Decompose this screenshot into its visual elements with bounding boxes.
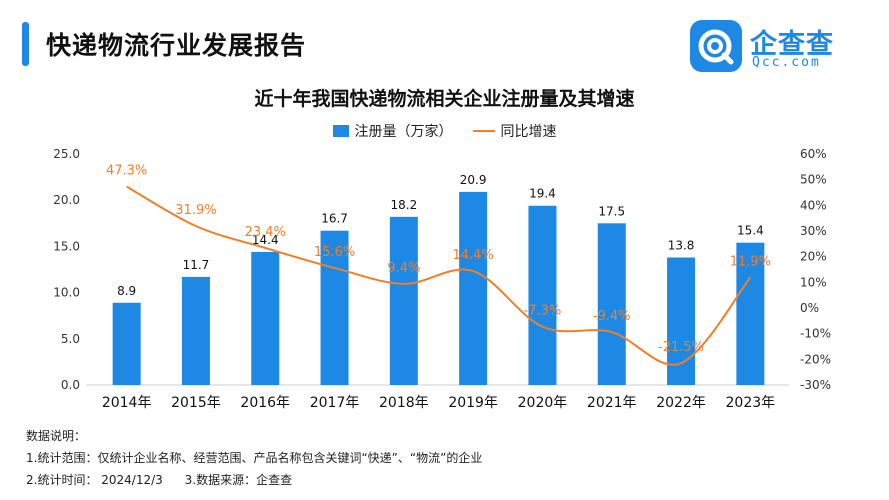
y-right-tick-label: 40%	[800, 198, 827, 212]
bar	[320, 230, 349, 385]
x-tick-label: 2020年	[518, 395, 568, 411]
y-right-tick-label: 20%	[800, 250, 827, 264]
notes-scope: 1.统计范围：仅统计企业名称、经营范围、产品名称包含关键词“快递”、“物流”的企…	[26, 451, 483, 465]
bar	[528, 205, 557, 385]
bar	[459, 191, 488, 385]
legend-label-registrations: 注册量（万家）	[354, 124, 453, 140]
notes-source: 3.数据来源：企查查	[184, 473, 293, 487]
bar	[736, 242, 765, 385]
growth-value-label: 23.4%	[245, 225, 286, 240]
growth-value-label: 11.9%	[730, 254, 771, 269]
notes-heading: 数据说明：	[26, 429, 87, 443]
chart-title: 近十年我国快递物流相关企业注册量及其增速	[254, 88, 635, 110]
growth-value-label: -7.3%	[524, 304, 562, 319]
bar-value-label: 14.4	[252, 233, 279, 247]
growth-value-label: 14.4%	[452, 248, 493, 263]
bar-value-label: 17.5	[598, 204, 625, 218]
y-right-tick-label: 30%	[800, 224, 827, 238]
y-left-tick-label: 20.0	[53, 193, 80, 207]
growth-value-label: -9.4%	[593, 309, 631, 324]
growth-value-label: 9.4%	[387, 261, 420, 276]
growth-line	[126, 185, 752, 366]
y-right-tick-label: -20%	[800, 352, 831, 366]
y-left-tick-label: 10.0	[53, 286, 80, 300]
bar-value-label: 18.2	[390, 198, 417, 212]
x-tick-label: 2019年	[448, 395, 498, 411]
y-right-tick-label: 50%	[800, 173, 827, 187]
y-right-tick-label: 0%	[800, 301, 819, 315]
logo-domain: Qcc.com	[752, 55, 821, 70]
y-right-tick-label: 10%	[800, 275, 827, 289]
legend-item-growth: 同比增速	[472, 121, 557, 141]
growth-value-label: -21.5%	[658, 340, 704, 355]
y-left-tick-label: 25.0	[53, 147, 80, 161]
bar	[181, 276, 210, 385]
notes-time: 2.统计时间： 2024/12/3	[26, 473, 163, 487]
growth-value-label: 47.3%	[106, 164, 147, 179]
y-left-tick-label: 5.0	[61, 332, 80, 346]
data-notes: 数据说明： 1.统计范围：仅统计企业名称、经营范围、产品名称包含关键词“快递”、…	[26, 425, 482, 491]
x-tick-label: 2015年	[171, 395, 221, 411]
bar	[667, 257, 696, 385]
bar	[251, 251, 280, 385]
bar-value-label: 20.9	[460, 173, 487, 187]
y-left-tick-label: 0.0	[61, 378, 80, 392]
bar	[112, 302, 141, 385]
logo-name: 企查查	[750, 29, 834, 60]
legend-label-growth: 同比增速	[500, 124, 557, 140]
y-right-tick-label: -10%	[800, 327, 831, 341]
legend-swatch-line	[472, 130, 495, 132]
legend-swatch-bar	[332, 125, 349, 137]
bar-value-label: 11.7	[183, 258, 210, 272]
y-right-tick-label: 60%	[800, 147, 827, 161]
page-title: 快递物流行业发展报告	[46, 31, 307, 60]
x-tick-label: 2017年	[310, 395, 360, 411]
x-tick-label: 2018年	[379, 395, 429, 411]
growth-value-label: 15.6%	[314, 245, 355, 260]
bar-value-label: 8.9	[117, 284, 136, 298]
bar-value-label: 15.4	[737, 224, 764, 238]
brand-logo: 企查查 Qcc.com	[690, 20, 870, 72]
legend-item-registrations: 注册量（万家）	[332, 121, 453, 141]
bar	[597, 223, 626, 385]
x-tick-label: 2014年	[102, 395, 152, 411]
bar-value-label: 16.7	[321, 212, 348, 226]
chart-legend: 注册量（万家） 同比增速	[0, 121, 889, 141]
bar-value-label: 13.8	[668, 238, 695, 252]
x-tick-label: 2023年	[726, 395, 776, 411]
growth-value-label: 31.9%	[175, 203, 216, 218]
x-tick-label: 2016年	[240, 395, 290, 411]
header-accent-bar	[22, 22, 29, 66]
notes-time-source-row: 2.统计时间： 2024/12/3 3.数据来源：企查查	[26, 469, 482, 491]
x-tick-label: 2021年	[587, 395, 637, 411]
y-right-tick-label: -30%	[800, 378, 831, 392]
bar-value-label: 19.4	[529, 187, 556, 201]
qcc-logo-icon	[690, 20, 742, 72]
bar	[389, 216, 418, 385]
y-left-tick-label: 15.0	[53, 239, 80, 253]
x-tick-label: 2022年	[656, 395, 706, 411]
